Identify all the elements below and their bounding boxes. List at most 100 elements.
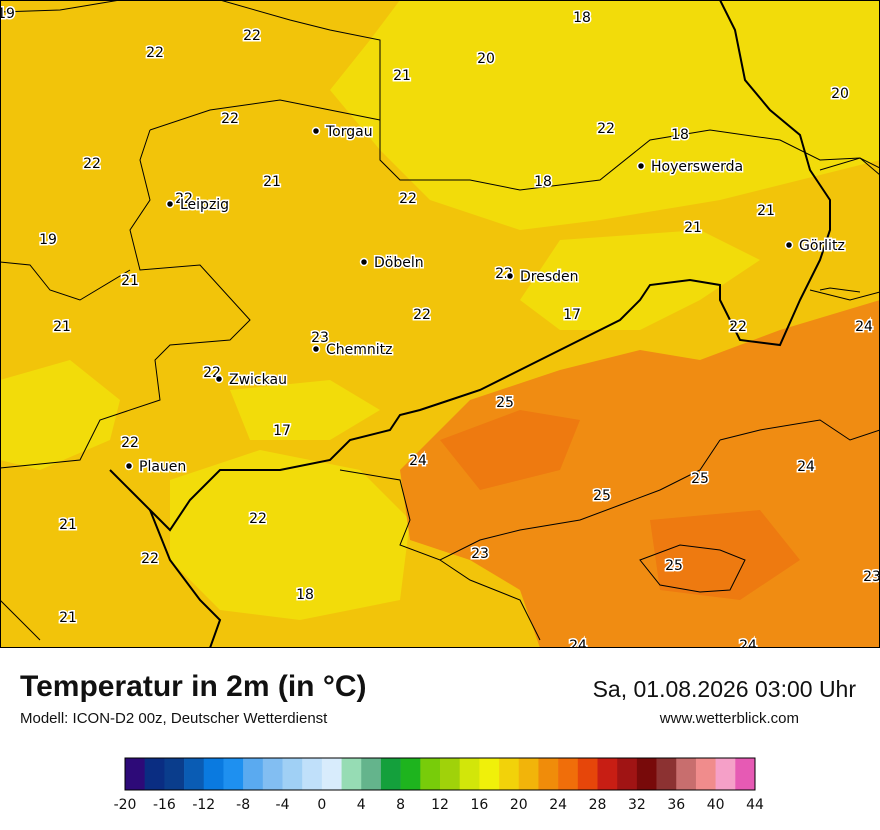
scale-color-box [223, 758, 244, 790]
temperature-label: 17 [563, 307, 581, 323]
scale-color-box [636, 758, 657, 790]
temperature-label: 25 [496, 395, 514, 411]
scale-color-box [676, 758, 697, 790]
scale-color-box [321, 758, 342, 790]
scale-color-box [597, 758, 618, 790]
temperature-label: 21 [263, 174, 281, 190]
temperature-label: 20 [477, 51, 495, 67]
scale-color-box [499, 758, 520, 790]
city-dot [359, 257, 369, 267]
color-scale-legend: -20 -16 -12 -8 -4 0 4 8 12 16 20 24 28 32 36 40 44 [114, 757, 764, 813]
scale-color-box [302, 758, 323, 790]
temperature-label: 18 [671, 127, 689, 143]
temperature-label: 22 [146, 45, 164, 61]
scale-color-box [440, 758, 460, 790]
temperature-label: 25 [593, 488, 611, 504]
scale-color-box [656, 758, 677, 790]
scale-color-box [459, 758, 480, 790]
scale-color-box [164, 758, 185, 790]
scale-tick-label: 24 [549, 797, 567, 813]
scale-color-box [282, 758, 303, 790]
scale-tick-label: 20 [510, 797, 528, 813]
scale-tick-label: -20 [114, 797, 137, 813]
country-border [109, 0, 831, 648]
city-dot [214, 374, 224, 384]
temperature-label: 22 [175, 191, 193, 207]
website-link[interactable]: www.wetterblick.com [659, 710, 799, 727]
city-dot [311, 126, 321, 136]
cool-zone-central [230, 380, 380, 440]
scale-tick-label: 16 [470, 797, 488, 813]
city-label: Zwickau [229, 372, 287, 388]
city-label: Hoyerswerda [651, 159, 743, 175]
scale-color-box [735, 758, 756, 790]
scale-color-box [400, 758, 421, 790]
temperature-label: 22 [399, 191, 417, 207]
scale-color-box [479, 758, 500, 790]
scale-color-box [538, 758, 559, 790]
temperature-label: 23 [471, 546, 489, 562]
cool-zone-northeast [330, 0, 880, 230]
country-border-south [639, 287, 880, 593]
city-label: Dresden [520, 269, 579, 285]
city-label: Görlitz [799, 238, 845, 254]
scale-tick-label: 8 [396, 797, 405, 813]
temperature-label: 22 [83, 156, 101, 172]
temperature-label: 21 [59, 517, 77, 533]
scale-color-box [341, 758, 362, 790]
scale-color-box [262, 758, 283, 790]
city-dot [636, 161, 646, 171]
scale-tick-label: 40 [707, 797, 725, 813]
scale-tick-label: -8 [236, 797, 250, 813]
temperature-label: 22 [597, 121, 615, 137]
cool-zone-west-valley [0, 360, 120, 470]
temperature-label: 22 [121, 435, 139, 451]
temperature-label: 21 [121, 273, 139, 289]
scale-color-box [617, 758, 638, 790]
scale-color-box [715, 758, 736, 790]
scale-tick-label: 28 [589, 797, 607, 813]
temperature-label: 22 [249, 511, 267, 527]
scale-tick-label: 0 [317, 797, 326, 813]
city-dot [784, 240, 794, 250]
scale-color-box [243, 758, 264, 790]
city-label: Leipzig [180, 197, 229, 213]
temperature-label: 22 [243, 28, 261, 44]
warm-zone-core-east [650, 510, 800, 600]
scale-tick-label: 36 [667, 797, 685, 813]
temperature-label: 18 [534, 174, 552, 190]
temperature-label: 25 [691, 471, 709, 487]
city-label: Chemnitz [326, 342, 393, 358]
warm-zone-core [440, 410, 580, 490]
regional-borders [0, 0, 880, 641]
temperature-label: 21 [59, 610, 77, 626]
temperature-label: 21 [53, 319, 71, 335]
map-title: Temperatur in 2m (in °C) [20, 670, 367, 703]
temperature-label: 24 [739, 638, 757, 648]
cool-zone-east [520, 230, 760, 330]
scale-color-box [518, 758, 539, 790]
temperature-label: 23 [311, 330, 329, 346]
temperature-label: 21 [684, 220, 702, 236]
temperature-label: 24 [569, 638, 587, 648]
temperature-label: 19 [0, 6, 15, 22]
scale-color-box [144, 758, 165, 790]
scale-tick-label: 4 [357, 797, 366, 813]
city-dot [165, 199, 175, 209]
scale-tick-label: -12 [192, 797, 215, 813]
city-label: Döbeln [374, 255, 424, 271]
model-source: Modell: ICON-D2 00z, Deutscher Wetterdie… [20, 710, 328, 727]
temperature-label: 24 [409, 453, 427, 469]
temperature-label: 22 [729, 319, 747, 335]
temperature-label: 18 [573, 10, 591, 26]
scale-color-box [361, 758, 382, 790]
scale-color-box [380, 758, 401, 790]
temperature-labels: 19 22 22 18 20 21 20 22 18 22 21 22 18 22 21 21 19 21 22 17… [0, 5, 880, 649]
city-dot [311, 344, 321, 354]
scale-border [124, 757, 756, 791]
temperature-label: 25 [665, 558, 683, 574]
temperature-label: 22 [221, 111, 239, 127]
temperature-label: 24 [797, 459, 815, 475]
scale-color-box [125, 758, 145, 790]
temperature-label: 24 [855, 319, 873, 335]
